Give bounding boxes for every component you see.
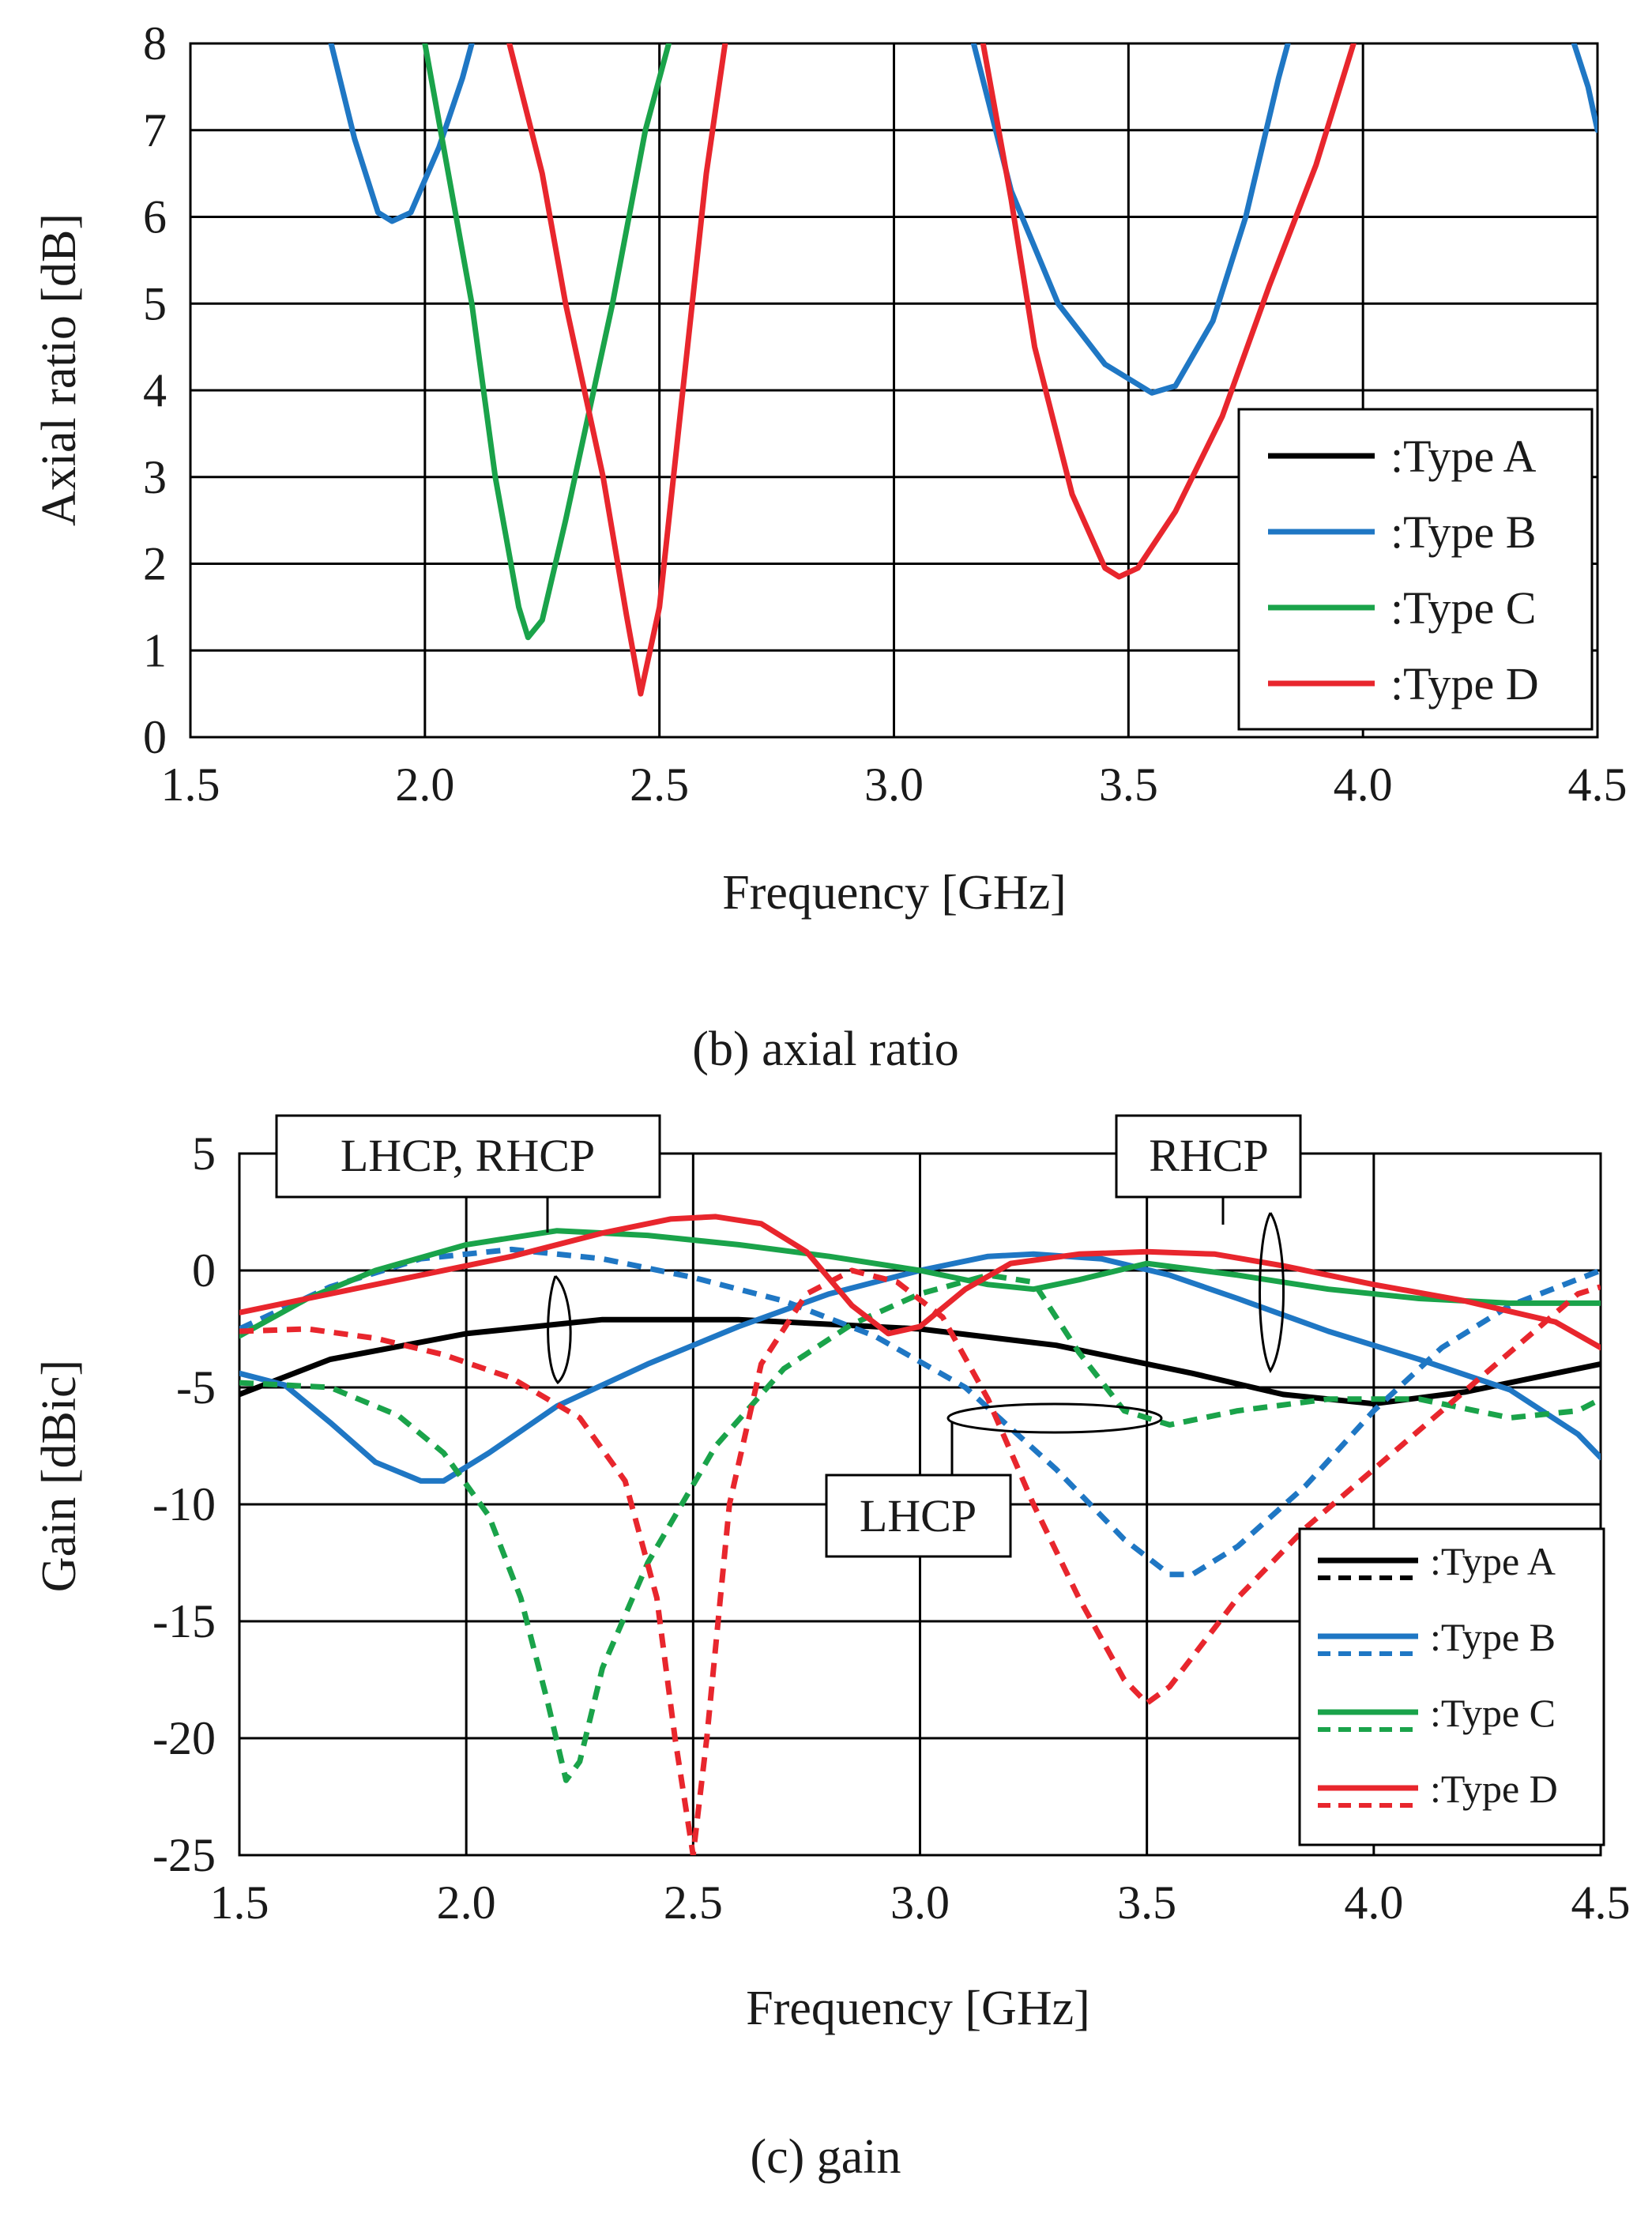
series-line-type-d xyxy=(239,1214,1601,1351)
legend-label-type-b: :Type B xyxy=(1430,1615,1556,1659)
series-line-type-b xyxy=(970,43,1291,396)
gain-legend-box xyxy=(1298,1527,1605,1846)
y-tick-label: 4 xyxy=(143,364,167,416)
series-line-type-b xyxy=(239,1251,1601,1484)
legend-label-type-d: :Type D xyxy=(1430,1767,1558,1811)
series-line-type-d-dashed xyxy=(239,1267,1601,1855)
x-tick-label: 3.0 xyxy=(890,1876,950,1929)
x-tick-label: 3.0 xyxy=(864,758,924,811)
series-line-type-d xyxy=(980,43,1357,580)
annotation-lhcp-rhcp: LHCP, RHCP xyxy=(275,1114,661,1385)
annotation-rhcp: RHCP xyxy=(1115,1114,1302,1374)
legend-label-type-d: :Type D xyxy=(1390,658,1539,710)
x-tick-label: 2.5 xyxy=(664,1876,723,1929)
x-tick-label: 1.5 xyxy=(161,758,220,811)
axial-ratio-caption: (b) axial ratio xyxy=(692,1022,958,1076)
gain-legend: :Type A :Type B :Type C :Type D xyxy=(1298,1527,1605,1846)
axial-ratio-y-axis-label: Axial ratio [dB] xyxy=(32,213,86,526)
x-tick-label: 4.0 xyxy=(1334,758,1393,811)
annotation-rhcp-label: RHCP xyxy=(1149,1130,1269,1181)
legend-label-type-a: :Type A xyxy=(1390,431,1537,482)
series-line-type-b-dashed xyxy=(239,1246,1601,1578)
y-tick-label: -5 xyxy=(176,1361,216,1413)
gain-caption: (c) gain xyxy=(750,2130,901,2184)
x-tick-label: 2.0 xyxy=(395,758,454,811)
gain-chart: 1.5 2.0 2.5 3.0 3.5 4.0 4.5 -25 -20 -15 -10 -5 0 5 Fr… xyxy=(32,1114,1631,2184)
y-tick-label: 5 xyxy=(192,1127,216,1180)
series-line-type-a xyxy=(239,1316,1601,1407)
y-tick-label: 1 xyxy=(143,624,167,676)
series-line-type-c xyxy=(422,43,672,641)
y-tick-label: -15 xyxy=(152,1595,216,1647)
series-line-type-d xyxy=(506,43,728,697)
legend-label-type-b: :Type B xyxy=(1390,506,1536,558)
x-tick-label: 2.0 xyxy=(437,1876,496,1929)
axial-ratio-legend: :Type A :Type B :Type C :Type D xyxy=(1237,408,1594,731)
gain-tick-labels: 1.5 2.0 2.5 3.0 3.5 4.0 4.5 -25 -20 -15 -10 -5 0 5 xyxy=(152,1127,1630,1929)
axial-ratio-series xyxy=(328,43,1597,697)
series-line-type-b xyxy=(328,43,475,224)
x-tick-label: 4.5 xyxy=(1568,758,1628,811)
annotation-lhcp-rhcp-label: LHCP, RHCP xyxy=(341,1130,595,1181)
y-tick-label: -10 xyxy=(152,1478,216,1530)
plot-frame xyxy=(238,1152,1602,1857)
x-tick-label: 3.5 xyxy=(1117,1876,1176,1929)
x-tick-label: 4.0 xyxy=(1344,1876,1403,1929)
y-tick-label: -20 xyxy=(152,1712,216,1764)
axial-ratio-x-axis-label: Frequency [GHz] xyxy=(722,866,1067,920)
legend-label-type-c: :Type C xyxy=(1430,1691,1556,1735)
gain-series xyxy=(239,1214,1601,1855)
y-tick-label: 2 xyxy=(143,538,167,590)
plot-frame xyxy=(189,42,1599,739)
annotation-lhcp: LHCP xyxy=(825,1402,1163,1558)
y-tick-label: 8 xyxy=(143,17,167,70)
series-line-type-c xyxy=(239,1228,1601,1339)
gain-x-axis-label: Frequency [GHz] xyxy=(746,1982,1090,2035)
y-tick-label: 0 xyxy=(143,711,167,763)
y-tick-label: 7 xyxy=(143,104,167,156)
y-tick-label: 6 xyxy=(143,191,167,243)
y-tick-label: 3 xyxy=(143,451,167,503)
annotation-lhcp-label: LHCP xyxy=(860,1490,977,1541)
axial-ratio-legend-box xyxy=(1237,408,1594,731)
y-tick-label: 5 xyxy=(143,277,167,329)
x-tick-label: 2.5 xyxy=(630,758,689,811)
series-line-type-c-dashed xyxy=(239,1272,1601,1783)
legend-label-type-c: :Type C xyxy=(1390,582,1536,634)
axial-ratio-tick-labels: 1.5 2.0 2.5 3.0 3.5 4.0 4.5 0 1 2 3 4 5 6 7 8 xyxy=(143,17,1628,811)
x-tick-label: 1.5 xyxy=(210,1876,269,1929)
gain-y-axis-label: Gain [dBic] xyxy=(32,1360,86,1592)
y-tick-label: -25 xyxy=(152,1829,216,1881)
series-line-type-b xyxy=(1571,43,1597,134)
x-tick-label: 3.5 xyxy=(1099,758,1158,811)
y-tick-label: 0 xyxy=(192,1244,216,1297)
x-tick-label: 4.5 xyxy=(1571,1876,1631,1929)
legend-label-type-a: :Type A xyxy=(1430,1539,1556,1583)
